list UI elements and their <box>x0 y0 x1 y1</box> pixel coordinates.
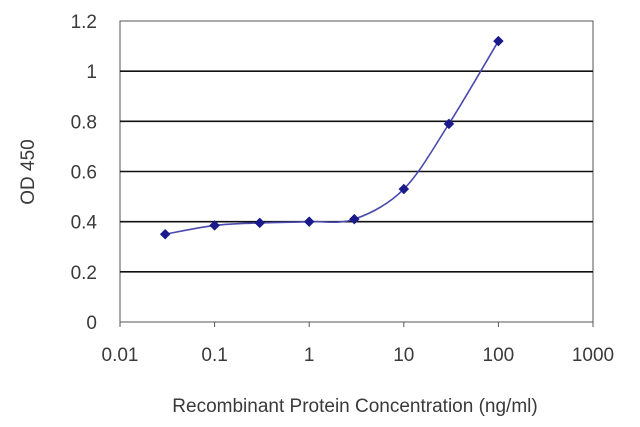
y-tick-label: 1 <box>86 62 97 83</box>
data-point-marker <box>348 213 360 225</box>
y-tick-label: 0 <box>86 313 97 334</box>
x-tick-label: 1000 <box>572 345 614 366</box>
y-tick-label: 0.2 <box>71 263 97 284</box>
y-axis-title: OD 450 <box>18 139 39 204</box>
y-tick-label: 0.6 <box>71 163 97 184</box>
data-point-marker <box>254 217 266 229</box>
x-tick-label: 0.01 <box>102 345 139 366</box>
x-tick-label: 10 <box>393 345 414 366</box>
x-tick-label: 100 <box>483 345 515 366</box>
data-point-marker <box>493 35 504 47</box>
data-point-marker <box>398 183 410 195</box>
x-tick-label: 1 <box>304 345 315 366</box>
y-tick-label: 0.4 <box>71 213 98 234</box>
data-point-marker <box>303 216 315 228</box>
y-tick-label: 0.8 <box>71 112 97 133</box>
data-point-marker <box>159 228 171 240</box>
x-tick-label: 0.1 <box>201 345 227 366</box>
y-tick-label: 1.2 <box>71 12 97 33</box>
data-point-marker <box>443 118 455 130</box>
x-axis-title: Recombinant Protein Concentration (ng/ml… <box>172 396 537 417</box>
data-point-marker <box>209 220 220 231</box>
